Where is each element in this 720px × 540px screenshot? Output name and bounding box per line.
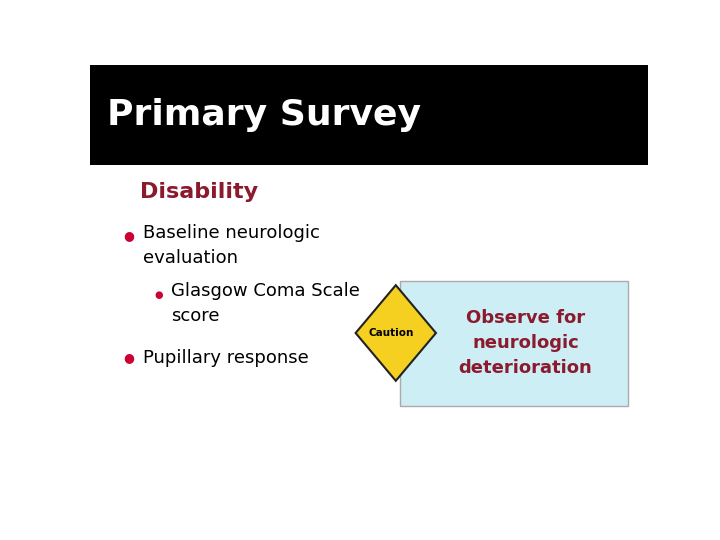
Text: ●: ● — [154, 290, 163, 300]
Text: Baseline neurologic
evaluation: Baseline neurologic evaluation — [143, 224, 320, 267]
Text: Pupillary response: Pupillary response — [143, 349, 309, 367]
Text: Disability: Disability — [140, 181, 258, 201]
Text: Primary Survey: Primary Survey — [107, 98, 420, 132]
FancyBboxPatch shape — [400, 281, 629, 406]
Polygon shape — [356, 285, 436, 381]
Text: Caution: Caution — [369, 328, 414, 338]
Text: ●: ● — [124, 229, 135, 242]
FancyBboxPatch shape — [90, 65, 648, 165]
Text: ●: ● — [124, 352, 135, 365]
Text: Glasgow Coma Scale
score: Glasgow Coma Scale score — [171, 282, 360, 326]
Text: Observe for
neurologic
deterioration: Observe for neurologic deterioration — [459, 309, 593, 377]
